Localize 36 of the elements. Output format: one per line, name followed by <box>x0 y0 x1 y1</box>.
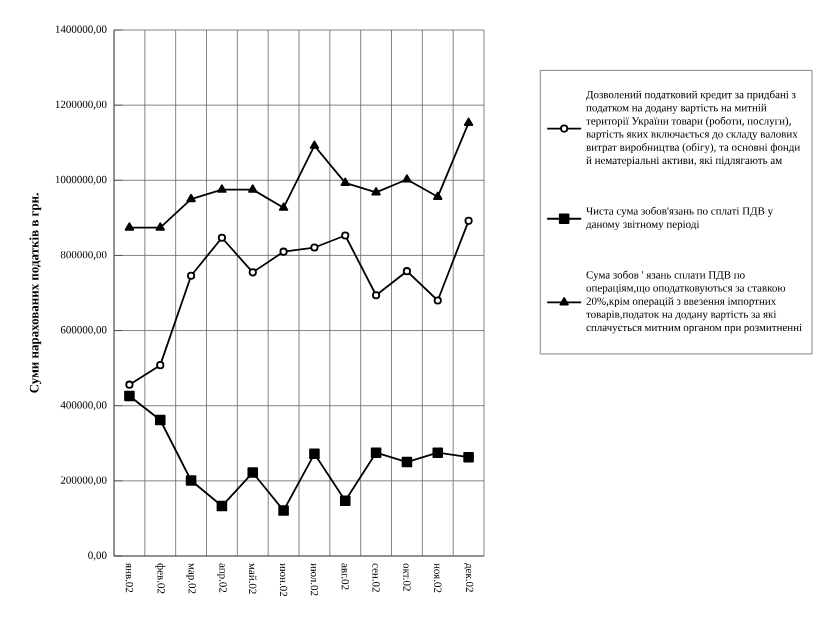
point <box>401 456 413 468</box>
point <box>464 216 473 225</box>
point <box>125 380 134 389</box>
point <box>124 390 135 402</box>
point <box>309 140 320 149</box>
point <box>186 193 196 203</box>
point <box>156 361 165 370</box>
point <box>279 247 288 256</box>
point <box>216 500 228 512</box>
point <box>463 451 474 463</box>
point <box>217 184 227 193</box>
point <box>278 202 289 211</box>
point <box>217 233 227 242</box>
point <box>372 291 381 300</box>
point <box>278 505 289 516</box>
point <box>154 414 166 426</box>
point <box>248 184 258 193</box>
point <box>402 267 412 276</box>
point <box>463 117 474 126</box>
point <box>433 191 443 200</box>
point <box>310 243 319 252</box>
point <box>370 447 382 458</box>
point <box>309 448 320 460</box>
point <box>187 271 196 280</box>
point <box>155 222 165 231</box>
point <box>339 495 351 507</box>
point <box>247 467 259 478</box>
point <box>185 475 197 486</box>
point <box>340 177 350 186</box>
point <box>432 447 444 458</box>
point <box>341 231 350 240</box>
point <box>248 268 257 277</box>
point <box>124 222 135 231</box>
point <box>402 174 412 183</box>
point <box>433 296 442 305</box>
point <box>371 187 381 196</box>
